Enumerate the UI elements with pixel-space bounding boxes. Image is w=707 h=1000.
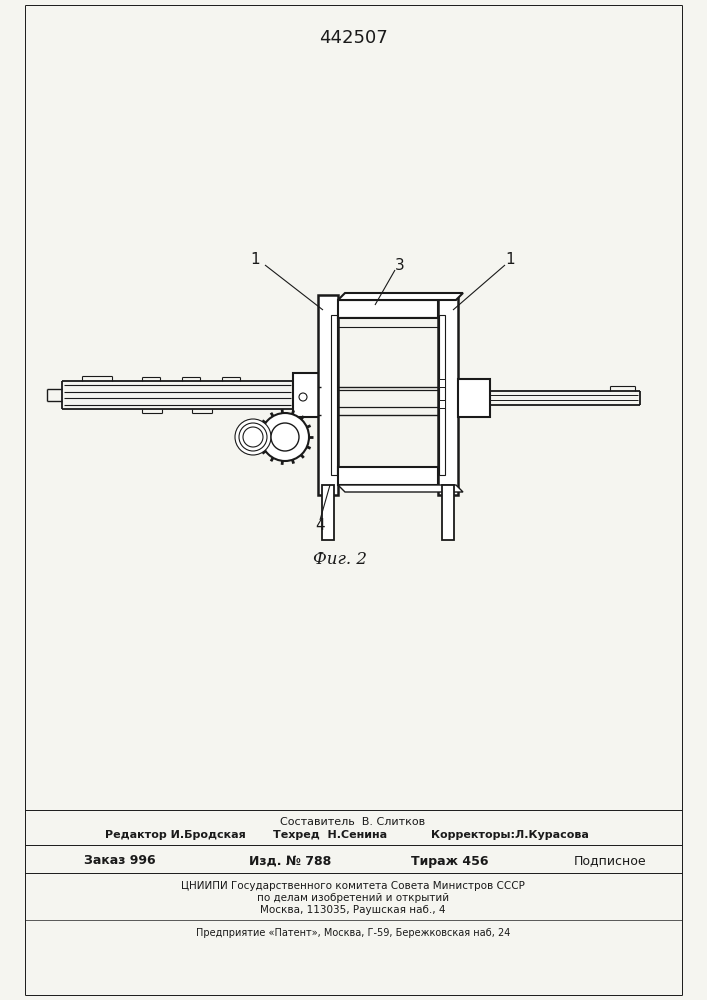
Text: Предприятие «Патент», Москва, Г-59, Бережковская наб, 24: Предприятие «Патент», Москва, Г-59, Бере…: [196, 928, 510, 938]
Bar: [439, 379, 445, 387]
Text: по делам изобретений и открытий: по делам изобретений и открытий: [257, 893, 449, 903]
Text: Подписное: Подписное: [573, 854, 646, 867]
Text: 4: 4: [315, 518, 325, 532]
Bar: [439, 315, 445, 475]
Circle shape: [271, 423, 299, 451]
Text: Заказ 996: Заказ 996: [84, 854, 156, 867]
Bar: [338, 467, 438, 485]
Bar: [458, 379, 490, 417]
Circle shape: [235, 419, 271, 455]
Text: Изд. № 788: Изд. № 788: [249, 854, 331, 867]
Text: Тираж 456: Тираж 456: [411, 854, 489, 867]
Circle shape: [239, 423, 267, 451]
Bar: [439, 400, 445, 408]
Text: Москва, 113035, Раушская наб., 4: Москва, 113035, Раушская наб., 4: [260, 905, 445, 915]
Circle shape: [243, 427, 263, 447]
Text: 1: 1: [506, 252, 515, 267]
Text: Составитель  В. Слитков: Составитель В. Слитков: [281, 817, 426, 827]
Text: Корректоры:Л.Курасова: Корректоры:Л.Курасова: [431, 830, 589, 840]
Text: Фиг. 2: Фиг. 2: [313, 552, 367, 568]
Bar: [318, 295, 338, 495]
Bar: [442, 485, 454, 540]
Bar: [331, 315, 337, 475]
Text: 1: 1: [250, 252, 259, 267]
Text: Редактор И.Бродская: Редактор И.Бродская: [105, 830, 245, 840]
Polygon shape: [338, 485, 463, 492]
Text: 3: 3: [395, 257, 405, 272]
Polygon shape: [338, 293, 463, 300]
Bar: [438, 295, 458, 495]
Text: Техред  Н.Сенина: Техред Н.Сенина: [273, 830, 387, 840]
Text: 442507: 442507: [319, 29, 387, 47]
Bar: [322, 485, 334, 540]
Bar: [338, 300, 438, 318]
Circle shape: [261, 413, 309, 461]
Text: ЦНИИПИ Государственного комитета Совета Министров СССР: ЦНИИПИ Государственного комитета Совета …: [181, 881, 525, 891]
Circle shape: [299, 393, 307, 401]
Bar: [293, 373, 321, 417]
